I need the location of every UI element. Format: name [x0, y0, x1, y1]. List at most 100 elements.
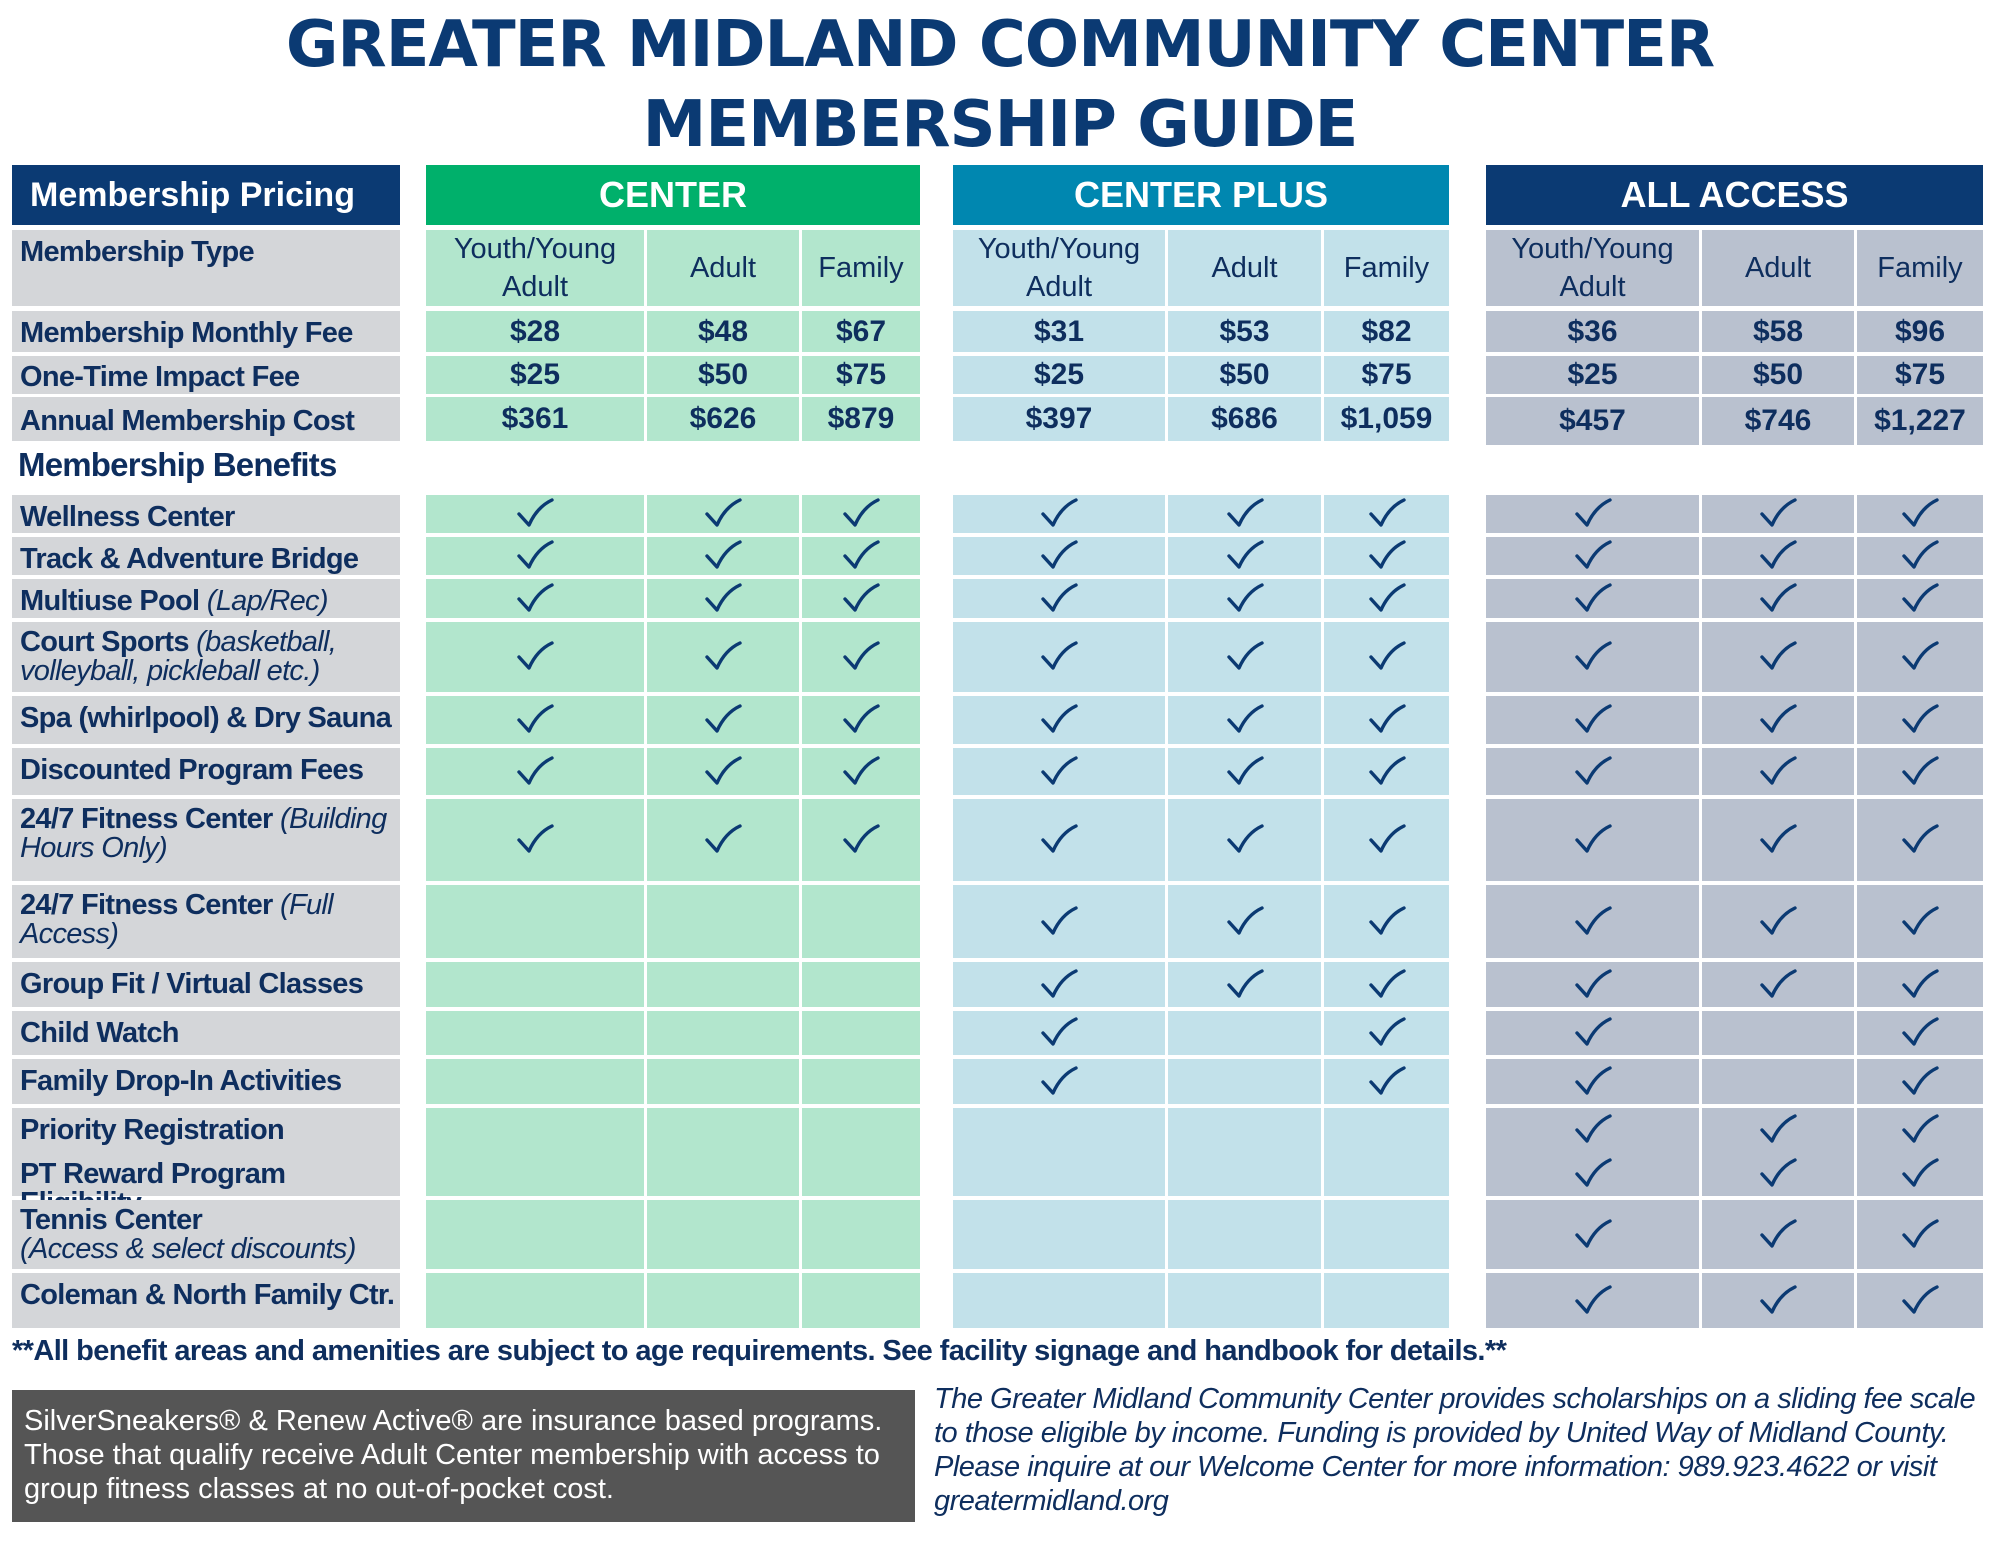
benefit-cell — [1168, 1152, 1321, 1196]
benefit-cell — [1702, 748, 1854, 795]
checkmark-icon — [1573, 905, 1613, 939]
benefit-cell — [1168, 1108, 1321, 1152]
price-cell: $75 — [802, 356, 920, 394]
checkmark-icon — [703, 823, 743, 857]
benefit-cell — [647, 1152, 799, 1196]
price-cell: $50 — [1168, 356, 1321, 394]
checkmark-icon — [1039, 755, 1079, 789]
benefit-cell — [1702, 885, 1854, 958]
benefit-cell — [647, 748, 799, 795]
benefit-cell — [647, 495, 799, 533]
checkmark-icon — [1225, 640, 1265, 674]
benefit-cell — [802, 1152, 920, 1196]
checkmark-icon — [703, 640, 743, 674]
checkmark-icon — [515, 755, 555, 789]
checkmark-icon — [703, 539, 743, 573]
price-cell: $36 — [1486, 311, 1699, 352]
benefit-row-label: Coleman & North Family Ctr. — [12, 1273, 400, 1328]
benefit-cell — [1324, 622, 1449, 692]
checkmark-icon — [1225, 497, 1265, 531]
checkmark-icon — [841, 640, 881, 674]
benefit-row-label: Spa (whirlpool) & Dry Sauna — [12, 696, 400, 744]
blank-cell — [1702, 445, 1854, 491]
benefit-cell — [426, 799, 644, 881]
benefit-name: Tennis Center — [20, 1204, 203, 1236]
benefit-row-label: Discounted Program Fees — [12, 748, 400, 795]
benefit-cell — [953, 622, 1165, 692]
benefit-cell — [1702, 962, 1854, 1007]
checkmark-icon — [1367, 1065, 1407, 1099]
benefit-cell — [802, 1273, 920, 1328]
benefit-cell — [1324, 495, 1449, 533]
benefit-row-label: Court Sports (basketball, volleyball, pi… — [12, 622, 400, 692]
benefit-cell — [647, 537, 799, 575]
checkmark-icon — [1900, 1065, 1940, 1099]
benefit-cell — [1857, 962, 1983, 1007]
benefit-row-label: Child Watch — [12, 1011, 400, 1055]
tier-header-all-access: ALL ACCESS — [1486, 165, 1983, 225]
benefit-cell — [1486, 579, 1699, 618]
benefit-cell — [1486, 1152, 1699, 1196]
checkmark-icon — [515, 539, 555, 573]
benefit-note: (Building Hours Only) — [20, 803, 387, 864]
blank-cell — [426, 445, 644, 491]
price-cell: $1,059 — [1324, 397, 1449, 441]
checkmark-icon — [1573, 968, 1613, 1002]
benefit-cell — [426, 622, 644, 692]
benefit-cell — [1702, 1152, 1854, 1196]
benefit-cell — [953, 696, 1165, 744]
price-cell: $746 — [1702, 397, 1854, 445]
benefit-cell — [426, 748, 644, 795]
benefit-cell — [426, 962, 644, 1007]
benefit-cell — [1857, 1200, 1983, 1269]
benefit-cell — [1857, 1273, 1983, 1328]
benefit-cell — [426, 1011, 644, 1055]
benefit-row-label: Priority Registration — [12, 1108, 400, 1152]
benefit-cell — [1857, 1108, 1983, 1152]
benefit-cell — [647, 1273, 799, 1328]
benefit-cell — [1702, 1011, 1854, 1055]
benefit-cell — [1168, 696, 1321, 744]
price-cell: $48 — [647, 311, 799, 352]
benefit-cell — [1857, 1059, 1983, 1104]
benefit-cell — [1486, 537, 1699, 575]
checkmark-icon — [1900, 968, 1940, 1002]
checkmark-icon — [1039, 1016, 1079, 1050]
membership-benefits-header: Membership Benefits — [18, 446, 337, 483]
benefit-cell — [953, 885, 1165, 958]
blank-cell — [1486, 445, 1699, 491]
price-cell: $1,227 — [1857, 397, 1983, 445]
benefit-cell — [647, 696, 799, 744]
checkmark-icon — [1758, 703, 1798, 737]
benefit-cell — [1168, 799, 1321, 881]
checkmark-icon — [1900, 905, 1940, 939]
benefit-cell — [1324, 579, 1449, 618]
checkmark-icon — [1758, 1157, 1798, 1191]
benefit-cell — [1324, 1011, 1449, 1055]
blank-cell — [1857, 445, 1983, 491]
checkmark-icon — [1900, 640, 1940, 674]
price-cell: $457 — [1486, 397, 1699, 445]
checkmark-icon — [1367, 497, 1407, 531]
benefit-cell — [953, 1059, 1165, 1104]
column-header: Family — [1857, 230, 1983, 306]
benefit-cell — [647, 1059, 799, 1104]
checkmark-icon — [1367, 539, 1407, 573]
benefit-cell — [1324, 799, 1449, 881]
benefit-cell — [647, 1108, 799, 1152]
benefit-cell — [1857, 1152, 1983, 1196]
scholarship-note: The Greater Midland Community Center pro… — [934, 1383, 1976, 1517]
benefit-row-label: Multiuse Pool (Lap/Rec) — [12, 579, 400, 618]
benefit-cell — [426, 1108, 644, 1152]
checkmark-icon — [1039, 497, 1079, 531]
checkmark-icon — [703, 703, 743, 737]
page-title-line2: MEMBERSHIP GUIDE — [642, 88, 1359, 162]
benefit-note: (Full Access) — [20, 889, 334, 950]
benefit-name: Priority Registration — [20, 1114, 285, 1146]
benefit-cell — [953, 748, 1165, 795]
blank-cell — [1324, 445, 1449, 491]
benefit-cell — [1857, 799, 1983, 881]
benefit-cell — [647, 962, 799, 1007]
benefit-cell — [1486, 799, 1699, 881]
benefit-row-label: 24/7 Fitness Center (Full Access) — [12, 885, 400, 958]
